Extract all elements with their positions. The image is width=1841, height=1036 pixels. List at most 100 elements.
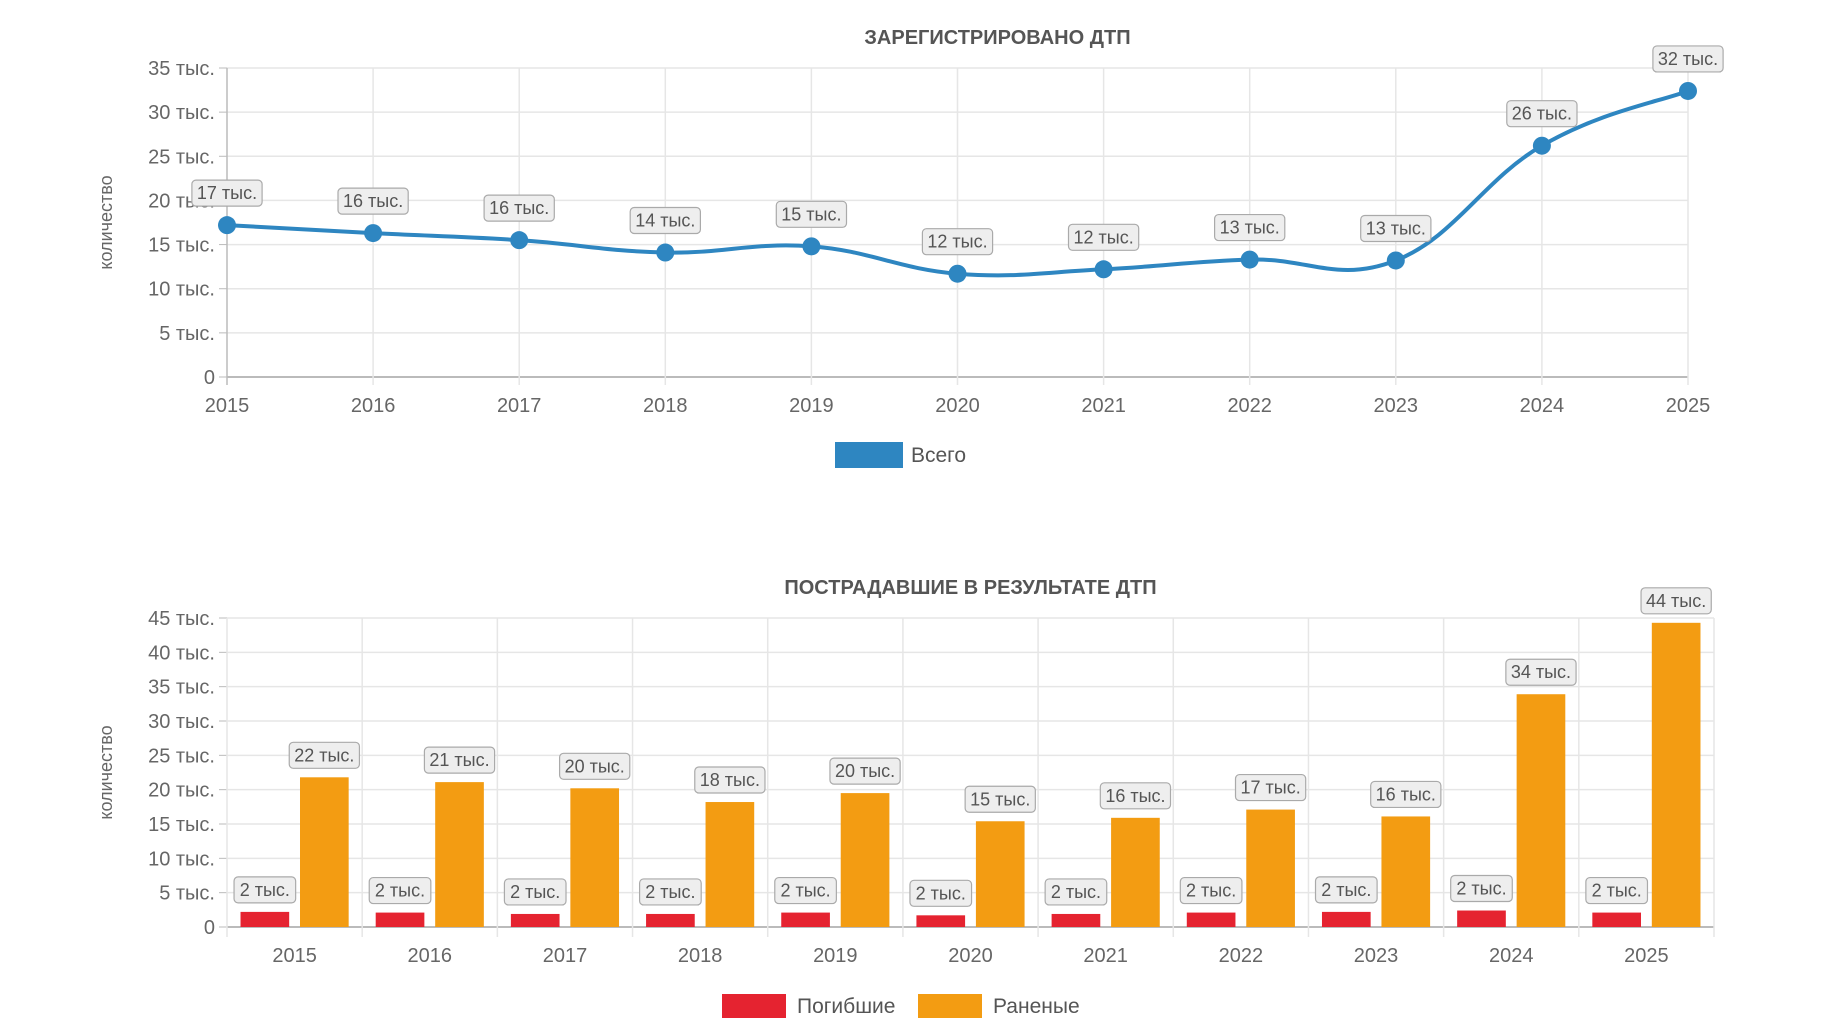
data-label: 2 тыс. <box>638 878 702 906</box>
data-label-box <box>233 876 297 904</box>
data-label-box <box>1314 876 1378 904</box>
legend-label-total[interactable]: Всего <box>911 444 966 467</box>
x-tick-label: 2020 <box>948 945 993 967</box>
data-point <box>364 224 383 243</box>
bar-killed <box>1592 912 1642 927</box>
chart-title: ПОСТРАДАВШИЕ В РЕЗУЛЬТАТЕ ДТП <box>784 577 1156 599</box>
data-label-text: 12 тыс. <box>1073 227 1133 247</box>
data-label-text: 2 тыс. <box>1051 882 1101 902</box>
x-tick-label: 2022 <box>1227 395 1272 417</box>
data-label-text: 2 тыс. <box>510 882 560 902</box>
data-label: 17 тыс. <box>1234 773 1307 802</box>
data-label-text: 13 тыс. <box>1366 218 1426 238</box>
data-label-box <box>1585 876 1649 905</box>
data-label: 2 тыс. <box>503 878 567 906</box>
bar-killed <box>240 911 290 927</box>
x-tick-label: 2015 <box>205 395 250 417</box>
legend-label-killed[interactable]: Погибшие <box>797 995 895 1018</box>
bar-injured <box>975 821 1025 927</box>
bar-injured <box>840 793 890 927</box>
data-label-box <box>558 752 631 780</box>
data-label: 2 тыс. <box>233 876 297 904</box>
x-tick-label: 2019 <box>813 945 858 967</box>
x-tick-label: 2016 <box>351 395 396 417</box>
bar-killed <box>646 913 695 927</box>
data-label-box <box>775 200 848 228</box>
chart-title: ЗАРЕГИСТРИРОВАНО ДТП <box>864 27 1130 49</box>
bar-killed <box>1321 911 1371 927</box>
data-label-box <box>191 179 263 207</box>
bar-injured <box>1111 817 1160 927</box>
data-label-box <box>774 876 837 905</box>
bar-killed <box>1457 910 1506 927</box>
data-label-text: 22 тыс. <box>294 745 354 765</box>
legend-swatch-total <box>835 442 903 468</box>
data-label-box <box>1099 782 1172 810</box>
data-point <box>1094 260 1113 279</box>
data-point <box>802 237 821 256</box>
data-point <box>218 216 236 235</box>
y-tick-label: 40 тыс. <box>148 642 215 664</box>
x-tick-label: 2021 <box>1081 395 1126 417</box>
data-label: 2 тыс. <box>1314 876 1378 904</box>
data-label: 16 тыс. <box>483 194 555 222</box>
data-label-text: 16 тыс. <box>343 191 403 211</box>
data-label: 13 тыс. <box>1360 214 1432 243</box>
data-label: 16 тыс. <box>1370 780 1442 809</box>
data-label-box <box>1360 214 1432 243</box>
data-label-text: 15 тыс. <box>970 789 1030 809</box>
data-label-box <box>1044 878 1108 906</box>
data-label-text: 15 тыс. <box>781 204 841 224</box>
y-tick-label: 25 тыс. <box>148 146 215 168</box>
data-label-text: 34 тыс. <box>1511 662 1571 682</box>
y-tick-label: 0 <box>204 367 215 389</box>
data-point <box>510 231 529 250</box>
bar-killed <box>375 912 425 927</box>
bar-killed <box>916 915 966 927</box>
data-label: 13 тыс. <box>1213 213 1286 242</box>
data-label-text: 16 тыс. <box>1376 784 1436 804</box>
data-label: 20 тыс. <box>558 752 631 780</box>
data-label-text: 2 тыс. <box>780 881 830 901</box>
data-label-text: 14 тыс. <box>635 211 695 231</box>
data-label-box <box>1370 780 1442 809</box>
bar-injured <box>1246 809 1295 927</box>
y-axis-label: количество <box>96 725 116 819</box>
y-tick-label: 10 тыс. <box>148 279 215 301</box>
data-label-text: 26 тыс. <box>1512 104 1572 124</box>
data-label: 14 тыс. <box>629 206 702 235</box>
data-label-box <box>288 741 361 769</box>
x-tick-label: 2025 <box>1666 395 1711 417</box>
data-label: 16 тыс. <box>1099 782 1172 810</box>
data-label-text: 2 тыс. <box>916 883 966 903</box>
data-point <box>1386 251 1405 270</box>
data-label: 15 тыс. <box>964 785 1036 813</box>
data-label: 12 тыс. <box>1067 223 1140 251</box>
x-tick-label: 2019 <box>789 395 834 417</box>
x-tick-label: 2015 <box>272 945 317 967</box>
data-label: 12 тыс. <box>921 228 994 256</box>
data-point <box>948 264 967 283</box>
data-label-text: 12 тыс. <box>927 232 987 252</box>
data-label: 16 тыс. <box>337 187 409 215</box>
data-label: 15 тыс. <box>775 200 848 228</box>
data-label-text: 13 тыс. <box>1220 218 1280 238</box>
data-point <box>1240 250 1259 269</box>
legend-label-injured[interactable]: Раненые <box>993 995 1080 1018</box>
data-label-box <box>1450 874 1513 903</box>
data-label: 2 тыс. <box>1179 876 1243 905</box>
data-label-text: 20 тыс. <box>565 756 625 776</box>
data-point <box>656 243 675 262</box>
data-label: 2 тыс. <box>1044 878 1108 906</box>
bar-killed <box>510 913 560 927</box>
data-label-box <box>1505 658 1577 686</box>
x-tick-label: 2021 <box>1083 945 1128 967</box>
data-label: 2 тыс. <box>368 876 432 905</box>
data-label-text: 21 тыс. <box>429 750 489 770</box>
data-label-box <box>1067 223 1140 251</box>
data-label-text: 16 тыс. <box>489 198 549 218</box>
data-label-box <box>423 746 496 774</box>
data-label: 32 тыс. <box>1652 45 1724 73</box>
x-tick-label: 2018 <box>643 395 688 417</box>
data-label: 18 тыс. <box>694 766 766 794</box>
